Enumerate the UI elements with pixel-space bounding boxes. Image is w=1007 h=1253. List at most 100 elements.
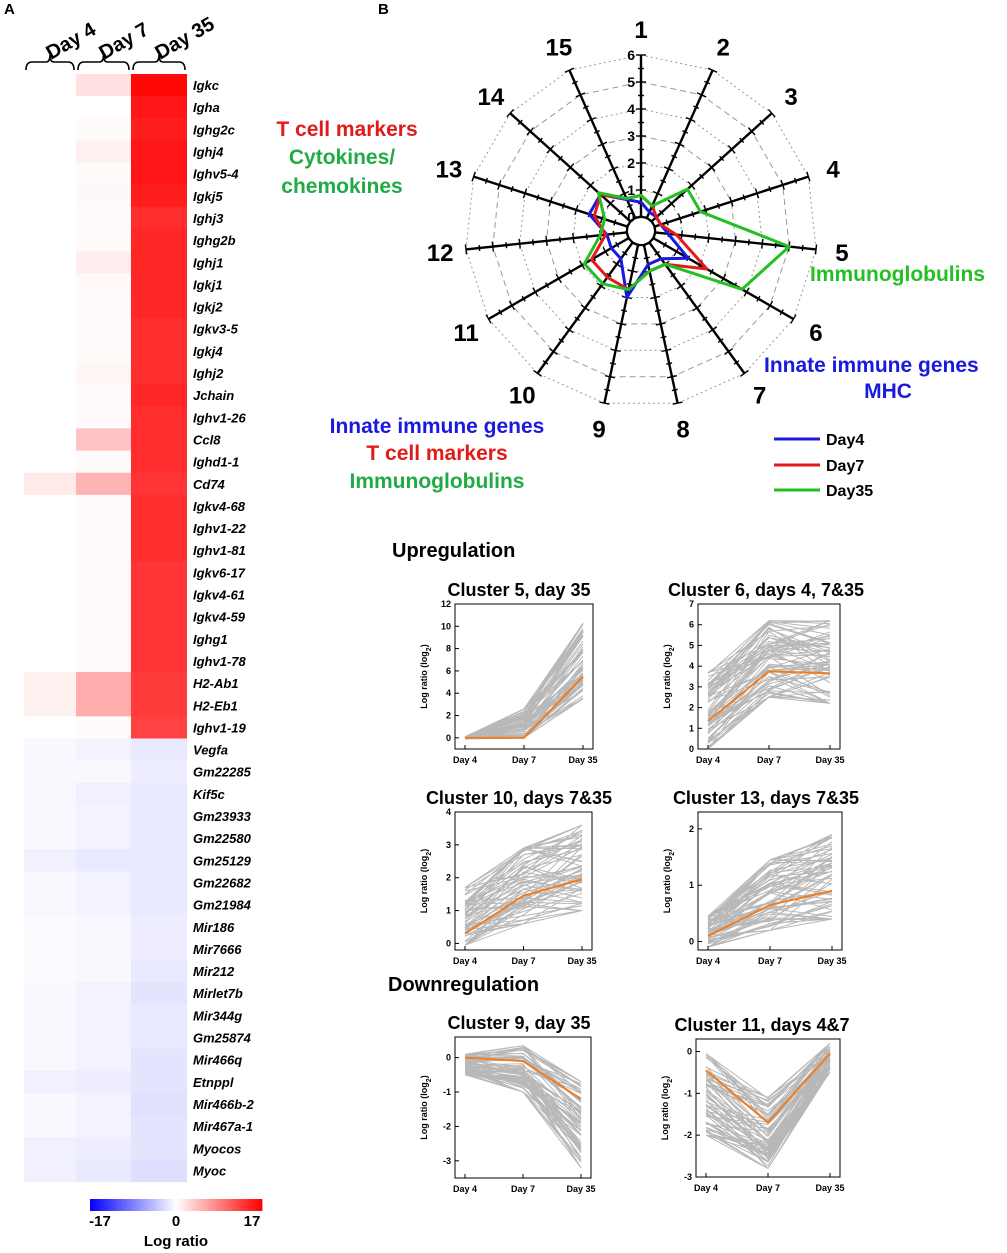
radar-tick	[491, 241, 495, 252]
radar-tick	[621, 250, 628, 256]
radar-tick	[650, 295, 661, 300]
heatmap-cell	[76, 251, 131, 274]
radar-tick	[585, 233, 588, 240]
heatmap-cell	[24, 96, 76, 119]
colorbar-step	[176, 1199, 180, 1211]
heatmap-cell	[24, 672, 76, 695]
radar-tick	[747, 239, 750, 246]
heatmap-cell	[24, 583, 76, 607]
heatmap-column-header: Day 4	[43, 18, 101, 64]
radar-tick	[615, 335, 622, 339]
radar-tick	[604, 154, 611, 159]
heatmap-cell	[24, 251, 76, 274]
gene-label: Igkv3-5	[193, 322, 239, 337]
heatmap-cell	[131, 760, 187, 784]
gene-label: Kif5c	[193, 787, 226, 802]
radar-tick	[604, 375, 616, 379]
gene-label: Igha	[193, 100, 220, 115]
heatmap-cell	[131, 694, 187, 717]
gene-label: H2-Eb1	[193, 698, 238, 713]
y-axis-label-main: Log ratio (log	[662, 856, 672, 914]
heatmap-cell	[76, 871, 131, 895]
heatmap-cell	[76, 804, 131, 828]
member-traces	[464, 1045, 582, 1169]
gene-label: Ighv1-22	[193, 521, 247, 536]
radar-spoke-label: 3	[784, 84, 797, 111]
radar-tick	[767, 109, 776, 118]
radar-tick	[701, 316, 708, 322]
heatmap-cell	[24, 406, 76, 429]
heatmap-cell	[76, 539, 131, 562]
radar-tick	[542, 360, 549, 365]
cluster-title: Cluster 11, days 4&7	[674, 1015, 849, 1035]
radar-spoke-label: 10	[509, 382, 536, 409]
colorbar-step	[244, 1199, 249, 1211]
heatmap-cell	[76, 960, 131, 983]
radar-tick	[564, 67, 575, 73]
heatmap-cell	[76, 738, 131, 762]
gene-label: Mir344g	[193, 1008, 242, 1023]
heatmap-cell	[76, 1115, 131, 1138]
radar-tick	[579, 260, 586, 270]
radar-spoke-label: 11	[453, 320, 478, 347]
heatmap-cell	[24, 982, 76, 1005]
radar-tick	[721, 236, 724, 243]
colorbar-min-label: -17	[89, 1213, 111, 1230]
radar-tick	[654, 309, 662, 313]
radar-tick	[602, 246, 609, 257]
colorbar-step	[107, 1199, 111, 1211]
heatmap-cell	[24, 827, 76, 850]
gene-label: Ighj2	[193, 366, 224, 381]
heatmap-cell	[24, 760, 76, 784]
radar-tick	[727, 145, 736, 154]
heatmap-cell	[24, 716, 76, 740]
heatmap-cell	[131, 428, 187, 452]
heatmap-cell	[24, 915, 76, 939]
column-bracket	[25, 54, 75, 71]
colorbar-step	[150, 1199, 154, 1211]
heatmap-cell	[131, 206, 187, 230]
heatmap-cell	[131, 627, 187, 651]
heatmap-cell	[24, 317, 76, 341]
colorbar-step	[196, 1199, 200, 1211]
radar-tick	[615, 179, 622, 184]
gene-label: Igkv4-59	[193, 610, 246, 625]
colorbar-step	[144, 1199, 148, 1211]
y-tick-label: 10	[441, 621, 451, 631]
radar-tick	[618, 209, 624, 216]
gene-label: Ighv1-19	[193, 720, 247, 735]
heatmap-cell	[76, 140, 131, 164]
heatmap-cell	[76, 561, 131, 585]
colorbar-step	[112, 1199, 117, 1211]
heatmap-cell	[24, 472, 76, 496]
radar-tick-label: 1	[627, 182, 635, 198]
x-tick-label: Day 35	[566, 1184, 595, 1194]
y-tick-label: 4	[689, 661, 694, 671]
heatmap-cell	[131, 649, 187, 673]
heatmap-gene-labels: Igkc Igha Ighg2c Ighj4 Ighv5-4 Igkj5 Ighj3 Ighg…	[193, 78, 254, 1178]
radar-tick	[674, 141, 685, 147]
colorbar-step	[207, 1199, 211, 1211]
gene-label: Ighj1	[193, 255, 223, 270]
colorbar-title: Log ratio	[144, 1233, 208, 1250]
radar-tick	[518, 238, 521, 249]
gene-label: Igkc	[193, 78, 220, 93]
radar-tick	[724, 348, 734, 356]
x-tick-label: Day 7	[512, 755, 536, 765]
heatmap-cell	[76, 384, 131, 407]
heatmap-cell	[76, 627, 131, 651]
radar-tick	[557, 155, 563, 162]
y-axis-label-main: Log ratio (log	[419, 1082, 429, 1140]
colorbar-step	[204, 1199, 208, 1211]
colorbar-step	[173, 1199, 177, 1211]
radar-tick-label: 0	[627, 209, 635, 225]
radar-tick	[672, 401, 683, 405]
radar-tick-label: 2	[627, 155, 635, 171]
y-tick-label: 0	[446, 733, 451, 743]
heatmap-cell	[76, 450, 131, 474]
y-axis-label-close: )	[660, 1076, 670, 1079]
gene-label: Mir212	[193, 964, 235, 979]
member-traces	[707, 834, 833, 948]
heatmap-cell	[24, 605, 76, 629]
heatmap-cell	[131, 960, 187, 983]
